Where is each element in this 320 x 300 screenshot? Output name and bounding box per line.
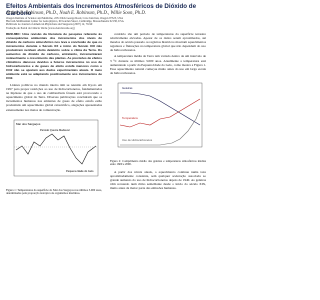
figure: Mar dos Sargaços Pequena Idade do Gelo P… (13, 119, 99, 176)
affiliation: Harvard-Smithsonian Center for Astrophys… (6, 20, 124, 24)
figure-label: Temperatura (122, 116, 138, 120)
right-column: contrário são um período de temperaturas… (110, 32, 206, 298)
affiliation: Publicado no Journal of American Physici… (6, 23, 93, 27)
curve (120, 92, 201, 126)
paragraph: A temperatura média da Terra tem variado… (110, 54, 206, 75)
curve (120, 108, 201, 146)
figure-label: Uso de Hidrocarbonetos (122, 138, 153, 142)
figure-label: Geleiras (122, 86, 133, 90)
paragraph: contrário são um período de temperaturas… (110, 32, 206, 53)
figure-label: Período Quente Medieval (40, 128, 70, 132)
figure: Temperatura Geleiras Uso de Hidrocarbone… (117, 82, 203, 148)
curve (119, 98, 201, 128)
paper-title: Efeitos Ambientais dos Incrementos Atmos… (6, 3, 197, 17)
authors: Arthur B. Robinson, Ph.D., Noah E. Robin… (6, 11, 147, 16)
page: Efeitos Ambientais dos Incrementos Atmos… (6, 3, 206, 298)
abstract: RESUMO: Uma revisão da literatura de pes… (6, 32, 102, 80)
figure-caption: Figura 1: Temperaturas da superfície do … (6, 187, 102, 196)
affiliation: Tradução do Portal da Ciência Verde (www… (6, 26, 75, 30)
curve (15, 133, 97, 165)
affiliations: Oregon Institute of Science and Medicine… (6, 17, 206, 30)
paragraph: Líderes políticos no mundo inteiro têm s… (6, 83, 102, 112)
affiliation: Oregon Institute of Science and Medicine… (6, 17, 124, 20)
plot-frame (117, 82, 203, 148)
plot-frame (13, 119, 99, 176)
figure-label: Pequena Idade do Gelo (66, 169, 94, 173)
figure-caption: Figura 2: Comprimento médio das geleiras… (110, 159, 206, 167)
left-column: RESUMO: Uma revisão da literatura de pes… (6, 32, 102, 298)
paragraph: A partir dos níveis atuais, o aqueciment… (110, 169, 206, 191)
figure-label: Mar dos Sargaços (16, 122, 41, 126)
